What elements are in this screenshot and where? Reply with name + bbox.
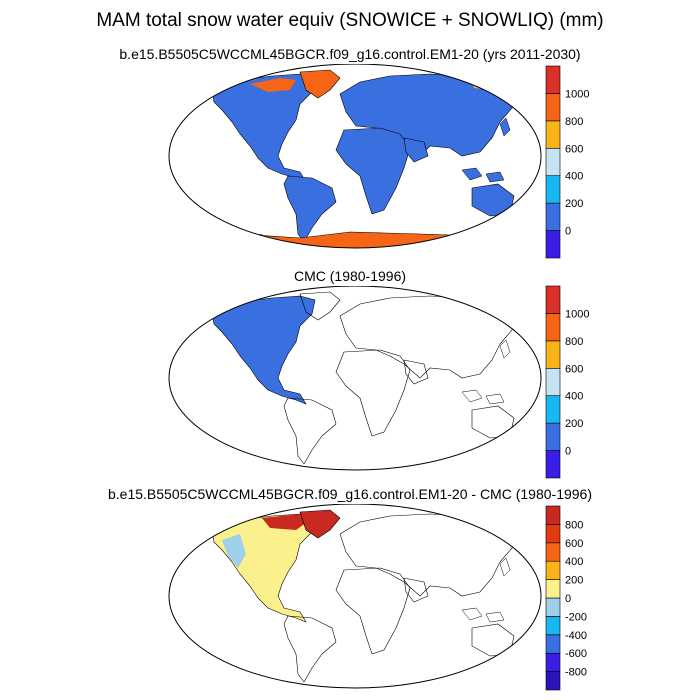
arabia-outline (403, 577, 429, 603)
australia-snow-region (471, 183, 515, 217)
africa-snow-region (335, 127, 411, 215)
colorbar-swatch (545, 542, 561, 562)
colorbar-swatch (545, 340, 561, 369)
north-america-snow-region (211, 73, 316, 183)
colorbar-tick-label: -400 (565, 630, 587, 642)
arctic-high-snow-patch (250, 78, 296, 92)
colorbar-swatch (545, 671, 561, 691)
panel-3-map (168, 504, 542, 689)
japan-outline (499, 339, 511, 359)
colorbar-tick-label: -600 (565, 648, 587, 660)
colorbar-swatch (545, 147, 561, 177)
japan-snow-region (499, 117, 511, 137)
panel-3-colorbar: -800 -600 -400 -200 0 200 400 600 800 (545, 505, 587, 691)
greenland-outline (299, 291, 341, 321)
australia-outline (471, 623, 515, 657)
panel-3-title: b.e15.B5505C5WCCML45BGCR.f09_g16.control… (107, 486, 592, 502)
colorbar-tick-label: -800 (565, 667, 587, 679)
colorbar-swatch (545, 367, 561, 397)
north-america-difference-region (211, 513, 316, 623)
colorbar-swatch (545, 93, 561, 122)
colorbar-tick-label: 800 (565, 519, 583, 531)
colorbar-tick-label: 1000 (565, 88, 589, 100)
south-america-outline (283, 397, 337, 465)
colorbar-tick-label: 800 (565, 336, 583, 348)
colorbar-swatch (545, 395, 561, 424)
africa-outline (335, 567, 411, 655)
globe-outline (168, 286, 542, 471)
africa-outline (335, 349, 411, 437)
arctic-surplus-patch (262, 514, 310, 530)
colorbar-swatch (545, 422, 561, 451)
globe-outline (168, 64, 542, 249)
panel-1-colorbar: 0 200 400 600 800 1000 (545, 65, 589, 259)
greenland-snow-region (299, 69, 341, 99)
colorbar-tick-label: 200 (565, 418, 583, 430)
eurasia-outline (339, 295, 521, 379)
colorbar-tick-label: 600 (565, 143, 583, 155)
south-america-outline (283, 615, 337, 683)
colorbar-tick-label: 800 (565, 116, 583, 128)
colorbar-tick-label: 1000 (565, 308, 589, 320)
south-america-snow-region (283, 175, 337, 243)
colorbar-swatch (545, 285, 561, 314)
indonesia-outline (461, 389, 505, 405)
colorbar-swatch (545, 616, 561, 636)
australia-outline (471, 405, 515, 439)
colorbar-swatch (545, 230, 561, 259)
colorbar-swatch (545, 524, 561, 544)
colorbar-swatch (545, 597, 561, 617)
colorbar-swatch (545, 579, 561, 599)
colorbar-tick-label: 0 (565, 593, 571, 605)
colorbar-tick-label: 0 (565, 226, 571, 238)
indonesia-outline (461, 607, 505, 623)
colorbar-swatch (545, 175, 561, 204)
western-cordillera-deficit-patch (222, 534, 246, 568)
greenland-surplus-region (299, 509, 341, 539)
figure-title: MAM total snow water equiv (SNOWICE + SN… (96, 10, 604, 31)
colorbar-tick-label: 200 (565, 575, 583, 587)
north-america-snow-region (211, 295, 316, 405)
colorbar-tick-label: 400 (565, 391, 583, 403)
panel-2-title: CMC (1980-1996) (293, 268, 407, 284)
colorbar-swatch (545, 505, 561, 525)
colorbar-swatch (545, 313, 561, 342)
colorbar-swatch (545, 120, 561, 149)
colorbar-tick-label: 200 (565, 198, 583, 210)
colorbar-tick-label: 600 (565, 363, 583, 375)
indonesia-snow-region (461, 167, 505, 183)
arabia-snow-region (403, 137, 429, 163)
colorbar-swatch (545, 560, 561, 580)
globe-outline (168, 504, 542, 689)
panel-2-colorbar: 0 200 400 600 800 1000 (545, 285, 589, 479)
japan-outline (499, 557, 511, 577)
colorbar-tick-label: 400 (565, 171, 583, 183)
colorbar-swatch (545, 652, 561, 672)
panel-1-map (168, 64, 542, 249)
colorbar-swatch (545, 634, 561, 654)
colorbar-tick-label: 600 (565, 538, 583, 550)
arabia-outline (403, 359, 429, 385)
colorbar-swatch (545, 65, 561, 94)
colorbar-tick-label: 400 (565, 556, 583, 568)
panel-1-title: b.e15.B5505C5WCCML45BGCR.f09_g16.control… (119, 46, 581, 62)
eurasia-outline (339, 513, 521, 597)
colorbar-swatch (545, 202, 561, 231)
colorbar-swatch (545, 450, 561, 479)
colorbar-tick-label: 0 (565, 446, 571, 458)
colorbar-tick-label: -200 (565, 611, 587, 623)
panel-2-map (168, 286, 542, 471)
